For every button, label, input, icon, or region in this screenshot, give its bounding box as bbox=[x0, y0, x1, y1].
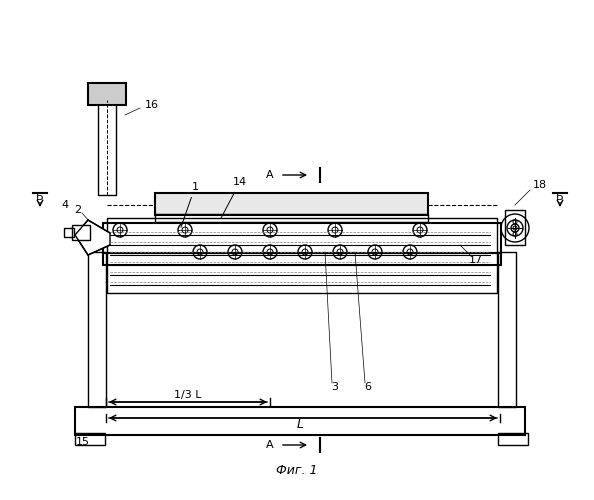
Bar bbox=[498, 252, 516, 407]
Bar bbox=[155, 193, 428, 215]
Bar bbox=[88, 83, 126, 105]
Text: 14: 14 bbox=[222, 177, 247, 218]
Bar bbox=[107, 218, 497, 293]
Text: 4: 4 bbox=[61, 200, 68, 210]
Text: 1/3 L: 1/3 L bbox=[174, 390, 202, 400]
Bar bbox=[498, 433, 528, 445]
Text: Б: Б bbox=[36, 192, 44, 202]
Bar bbox=[72, 225, 90, 240]
Text: Фиг. 1: Фиг. 1 bbox=[276, 464, 318, 476]
Polygon shape bbox=[75, 220, 110, 255]
Bar bbox=[64, 228, 74, 237]
Text: L: L bbox=[296, 418, 304, 430]
Bar bbox=[88, 252, 106, 407]
Text: 15: 15 bbox=[76, 437, 90, 447]
Text: А: А bbox=[266, 440, 274, 450]
Text: 17: 17 bbox=[469, 255, 483, 265]
Text: 3: 3 bbox=[331, 382, 339, 392]
Bar bbox=[75, 407, 525, 435]
Bar bbox=[505, 210, 525, 245]
Text: 2: 2 bbox=[74, 205, 81, 215]
Text: 16: 16 bbox=[145, 100, 159, 110]
Text: 6: 6 bbox=[365, 382, 371, 392]
Bar bbox=[103, 253, 501, 265]
Bar bbox=[103, 223, 501, 253]
Text: А: А bbox=[266, 170, 274, 180]
Bar bbox=[155, 214, 428, 222]
Bar bbox=[98, 100, 116, 195]
Bar bbox=[75, 433, 105, 445]
Text: 18: 18 bbox=[533, 180, 547, 190]
Text: 1: 1 bbox=[181, 182, 198, 228]
Text: Б: Б bbox=[556, 192, 564, 202]
